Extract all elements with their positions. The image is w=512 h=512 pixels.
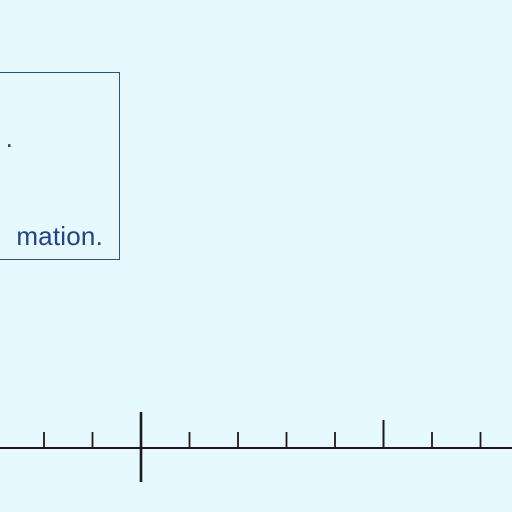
number-line-ruler bbox=[0, 412, 512, 482]
ruler-ticks bbox=[43, 412, 482, 482]
info-text-line-1: . bbox=[5, 123, 13, 153]
info-callout-box: . mation. bbox=[0, 72, 120, 260]
info-text-line-2: mation. bbox=[16, 221, 103, 251]
